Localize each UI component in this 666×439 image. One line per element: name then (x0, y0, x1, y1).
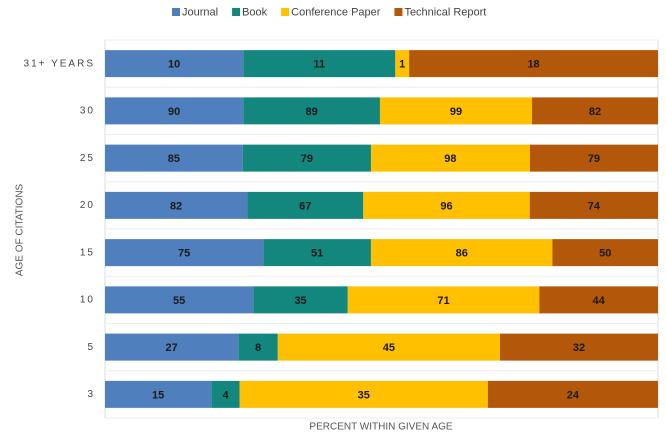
data-label: 89 (305, 106, 317, 118)
legend-swatch (281, 8, 290, 16)
bar-segment (105, 191, 248, 219)
bar-segment (247, 191, 364, 219)
data-label: 96 (440, 200, 452, 212)
bar-segment (105, 333, 239, 361)
y-tick-label: 5 (87, 342, 95, 353)
bar-segment (552, 239, 658, 267)
data-label: 51 (311, 248, 323, 260)
data-label: 82 (589, 106, 601, 118)
data-label: 55 (173, 295, 185, 307)
data-label: 79 (301, 153, 313, 165)
data-label: 82 (170, 200, 182, 212)
y-tick-label: 15 (80, 247, 95, 258)
y-tick-label: 10 (80, 295, 95, 306)
data-label: 8 (255, 342, 261, 354)
bar-segment (395, 50, 410, 78)
bar-segment (211, 380, 240, 408)
data-label: 71 (437, 295, 449, 307)
bar-segment (105, 380, 212, 408)
data-label: 50 (599, 248, 611, 260)
bar-segment (363, 191, 530, 219)
bar-segment (105, 286, 254, 314)
bar-segment (105, 239, 264, 267)
bar-segment (409, 50, 658, 78)
bar-segment (500, 333, 658, 361)
data-label: 74 (588, 200, 601, 212)
bar-segment (263, 239, 371, 267)
data-label: 85 (168, 153, 180, 165)
bar-segment (105, 97, 244, 125)
data-label: 32 (573, 342, 585, 354)
bar-segment (529, 191, 658, 219)
legend-swatch (394, 8, 403, 16)
data-label: 4 (222, 389, 229, 401)
data-label: 90 (168, 106, 180, 118)
data-label: 24 (567, 389, 580, 401)
legend-label: Technical Report (404, 6, 486, 18)
data-label: 99 (450, 106, 462, 118)
bar-segment (105, 144, 243, 172)
bar-segment (532, 97, 658, 125)
bar-segment (105, 50, 244, 78)
legend-label: Conference Paper (291, 6, 381, 18)
legend-label: Book (242, 6, 268, 18)
legend-swatch (232, 8, 241, 16)
data-label: 67 (299, 200, 311, 212)
bar-segment (242, 144, 371, 172)
data-label: 45 (383, 342, 395, 354)
bar-segment (277, 333, 500, 361)
bar-segment (539, 286, 658, 314)
data-label: 44 (593, 295, 606, 307)
bar-segment (370, 239, 553, 267)
y-axis-title: AGE OF CITATIONS (15, 183, 26, 276)
bar-segment (487, 380, 658, 408)
x-axis-title: PERCENT WITHIN GIVEN AGE (309, 422, 452, 433)
data-label: 10 (168, 59, 180, 71)
data-label: 35 (358, 389, 370, 401)
y-tick-label: 3 (87, 389, 95, 400)
data-label: 18 (527, 59, 539, 71)
legend-label: Journal (182, 6, 218, 18)
data-label: 75 (178, 248, 190, 260)
y-tick-label: 30 (80, 106, 95, 117)
data-label: 11 (313, 59, 325, 71)
data-label: 1 (399, 59, 405, 71)
bar-segment (370, 144, 530, 172)
bar-segment (379, 97, 533, 125)
bar-segment (529, 144, 658, 172)
y-tick-label: 20 (80, 200, 95, 211)
bar-segment (243, 97, 380, 125)
data-label: 98 (444, 153, 456, 165)
bar-segment (347, 286, 540, 314)
data-label: 35 (294, 295, 306, 307)
data-label: 86 (456, 248, 468, 260)
data-label: 27 (166, 342, 178, 354)
bar-segment (253, 286, 348, 314)
bar-segment (239, 380, 488, 408)
bar-segment (238, 333, 278, 361)
data-label: 15 (152, 389, 164, 401)
data-label: 79 (588, 153, 600, 165)
y-tick-label: 25 (80, 153, 95, 164)
y-tick-label: 31+ YEARS (24, 58, 95, 69)
legend-swatch (172, 8, 180, 16)
bar-segment (243, 50, 396, 78)
